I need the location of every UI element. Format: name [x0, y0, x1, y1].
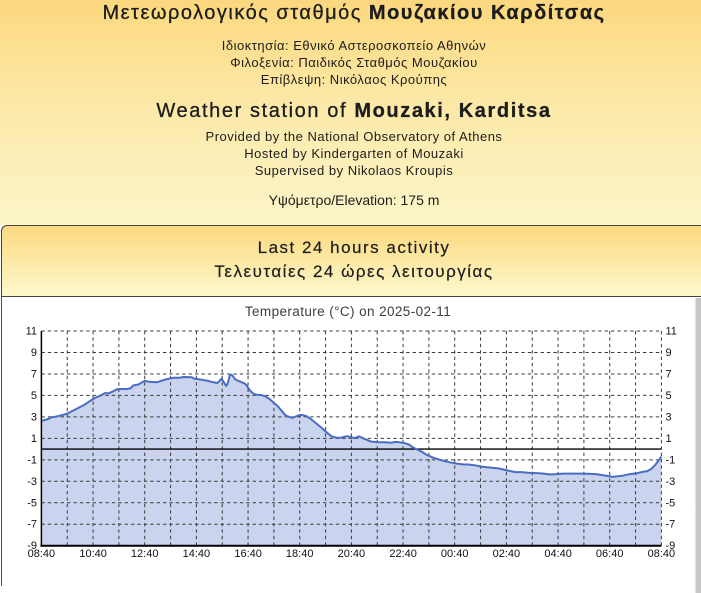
svg-text:-1: -1: [666, 454, 676, 466]
svg-text:1: 1: [31, 433, 37, 445]
svg-text:7: 7: [666, 369, 672, 381]
svg-text:-9: -9: [666, 540, 676, 552]
svg-text:06:40: 06:40: [596, 548, 624, 560]
svg-text:5: 5: [31, 390, 37, 402]
svg-text:10:40: 10:40: [79, 548, 107, 560]
svg-text:04:40: 04:40: [544, 548, 572, 560]
svg-text:Temperature (°C) on 2025-02-11: Temperature (°C) on 2025-02-11: [245, 304, 451, 319]
svg-text:12:40: 12:40: [131, 548, 159, 560]
svg-text:-9: -9: [27, 540, 37, 552]
svg-text:02:40: 02:40: [493, 548, 521, 560]
svg-text:9: 9: [666, 347, 672, 359]
svg-text:5: 5: [666, 390, 672, 402]
svg-text:11: 11: [666, 326, 677, 338]
svg-text:1: 1: [666, 433, 672, 445]
svg-text:08:40: 08:40: [648, 548, 676, 560]
svg-text:9: 9: [31, 347, 37, 359]
svg-text:-3: -3: [27, 476, 37, 488]
svg-text:-5: -5: [27, 497, 37, 509]
svg-text:-7: -7: [27, 519, 37, 531]
svg-text:11: 11: [26, 326, 37, 338]
svg-text:22:40: 22:40: [389, 548, 417, 560]
svg-text:20:40: 20:40: [338, 548, 366, 560]
svg-text:18:40: 18:40: [286, 548, 314, 560]
svg-text:-3: -3: [666, 476, 676, 488]
svg-text:-1: -1: [27, 454, 37, 466]
svg-text:3: 3: [31, 411, 37, 423]
svg-text:7: 7: [31, 369, 37, 381]
svg-text:-7: -7: [666, 519, 676, 531]
svg-text:3: 3: [666, 411, 672, 423]
svg-text:08:40: 08:40: [28, 548, 56, 560]
svg-text:16:40: 16:40: [234, 548, 262, 560]
svg-text:-5: -5: [666, 497, 676, 509]
svg-text:14:40: 14:40: [183, 548, 211, 560]
svg-text:00:40: 00:40: [441, 548, 469, 560]
